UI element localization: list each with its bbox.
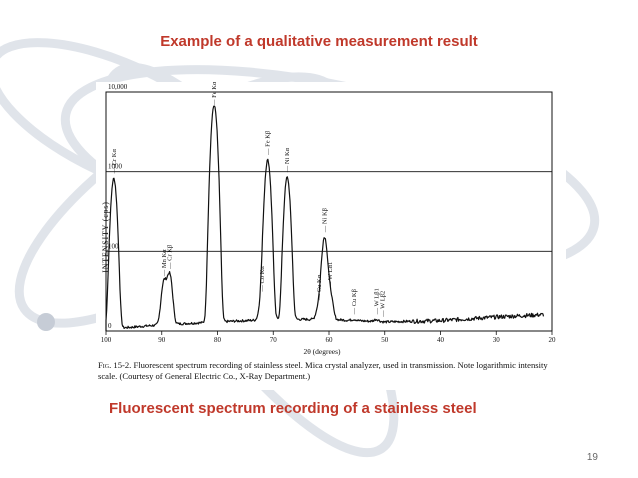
- x-tick-label: 40: [437, 336, 445, 344]
- y-tick-label: 0: [108, 322, 112, 330]
- x-tick-label: 60: [326, 336, 334, 344]
- x-axis: 100 90 80 70 60 50 40 30 20: [101, 331, 556, 344]
- y-axis-title: INTENSITY (cps): [101, 201, 110, 272]
- y-tick-label: 10,000: [108, 83, 128, 91]
- peak-label: — Cu Kα: [316, 274, 323, 301]
- spectrum-line: [105, 105, 545, 331]
- peak-label: — Fe Kα: [211, 82, 218, 107]
- figure-caption-text: Fluorescent spectrum recording of stainl…: [98, 360, 548, 381]
- slide-title: Example of a qualitative measurement res…: [160, 33, 478, 50]
- spectrum-chart: 0 100 1000 10,000 100 90 80 70 60 50 40 30 20 — Cr …: [101, 82, 556, 356]
- y-tick-label: 1000: [108, 163, 123, 171]
- peak-label: — Mn Kα: [161, 249, 168, 277]
- peak-label: — W Lβ2: [380, 291, 387, 318]
- x-tick-label: 80: [214, 336, 222, 344]
- peak-label: — Fe Kβ: [265, 130, 272, 156]
- slide-subtitle: Fluorescent spectrum recording of a stai…: [109, 400, 477, 417]
- peak-label: — Cu Kβ: [351, 288, 358, 315]
- decor-dot: [37, 313, 55, 331]
- y-tick-label: 100: [108, 242, 119, 250]
- peak-label: — W Lα1: [327, 262, 334, 289]
- figure-caption-label: Fig. 15-2.: [98, 360, 132, 370]
- x-tick-label: 30: [493, 336, 501, 344]
- peak-label: — Ni Kβ: [322, 207, 329, 233]
- x-tick-label: 20: [549, 336, 557, 344]
- figure-caption: Fig. 15-2. Fluorescent spectrum recordin…: [98, 360, 564, 381]
- grid-lines: [106, 91, 552, 252]
- x-tick-label: 100: [101, 336, 112, 344]
- peak-labels: — Cr Kα — Mn Kα— Cr Kβ — Fe Kα — Co Kα — Fe …: [111, 82, 387, 318]
- figure-panel: 0 100 1000 10,000 100 90 80 70 60 50 40 30 20 — Cr …: [96, 82, 566, 390]
- peak-label: — Cr Kβ: [167, 244, 174, 270]
- page-number: 19: [586, 452, 598, 463]
- x-tick-label: 70: [270, 336, 278, 344]
- peak-label: — Ni Kα: [284, 147, 291, 173]
- peak-label: — W Lβ1: [373, 288, 380, 315]
- peak-label: — Co Kα: [259, 266, 266, 293]
- x-tick-label: 50: [381, 336, 389, 344]
- x-tick-label: 90: [158, 336, 166, 344]
- x-axis-title: 2θ (degrees): [303, 347, 341, 356]
- peak-label: — Cr Kα: [111, 149, 118, 175]
- y-axis: 0 100 1000 10,000: [108, 83, 128, 330]
